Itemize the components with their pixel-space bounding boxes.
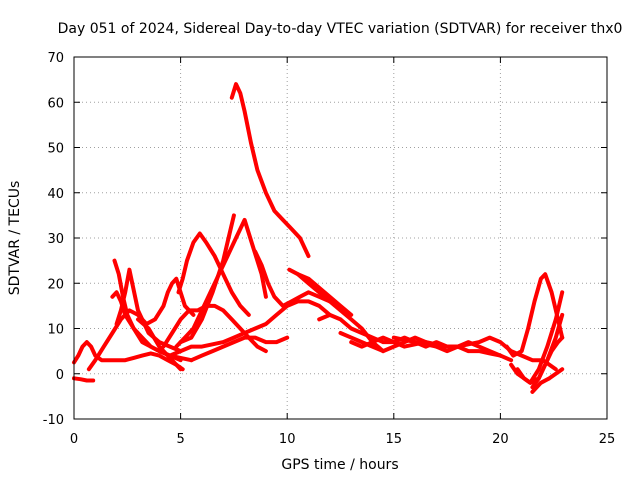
plot-frame bbox=[73, 56, 608, 420]
x-tick-label: 20 bbox=[492, 432, 509, 447]
y-tick-label: 50 bbox=[47, 142, 64, 157]
y-tick-label: 30 bbox=[47, 232, 64, 247]
y-tick-label: 0 bbox=[56, 368, 64, 383]
series-line-s2 bbox=[72, 340, 183, 372]
series-line-s14 bbox=[229, 82, 311, 259]
series-line-s15 bbox=[253, 249, 332, 308]
x-tick-label: 0 bbox=[70, 432, 78, 447]
grid bbox=[74, 57, 607, 419]
x-tick-label: 5 bbox=[176, 432, 184, 447]
series-line-s22 bbox=[504, 272, 565, 358]
y-tick-label: 60 bbox=[47, 96, 64, 111]
series-line-s1 bbox=[72, 376, 96, 383]
series-line-s25 bbox=[530, 335, 565, 390]
y-axis-label: SDTVAR / TECUs bbox=[7, 181, 23, 296]
x-tick-label: 25 bbox=[599, 432, 616, 447]
y-tick-label: 10 bbox=[47, 323, 64, 338]
series-line-s17 bbox=[295, 272, 386, 354]
series-line-s20 bbox=[349, 335, 514, 363]
series-line-s23 bbox=[509, 290, 565, 385]
series-line-s21 bbox=[391, 335, 558, 372]
x-axis-label: GPS time / hours bbox=[281, 457, 398, 473]
series-line-s9 bbox=[176, 231, 251, 317]
series-line-s13 bbox=[167, 299, 332, 358]
y-tick-label: -10 bbox=[43, 413, 64, 428]
series-line-s26 bbox=[530, 367, 565, 394]
axis-ticks: 0 5 10 15 20 25 -10 0 10 20 30 40 50 60 70 bbox=[43, 51, 616, 447]
series-line-s11 bbox=[178, 213, 236, 345]
x-tick-label: 15 bbox=[386, 432, 403, 447]
chart-title: Day 051 of 2024, Sidereal Day-to-day VTE… bbox=[58, 21, 623, 37]
series-line-s7 bbox=[136, 317, 185, 372]
y-tick-label: 70 bbox=[47, 51, 64, 66]
x-tick-label: 10 bbox=[279, 432, 296, 447]
series-line-s3 bbox=[86, 276, 196, 372]
y-tick-label: 20 bbox=[47, 277, 64, 292]
series-group bbox=[72, 82, 565, 394]
y-tick-label: 40 bbox=[47, 187, 64, 202]
series-line-s12 bbox=[189, 335, 290, 363]
series-line-s6 bbox=[110, 290, 194, 363]
